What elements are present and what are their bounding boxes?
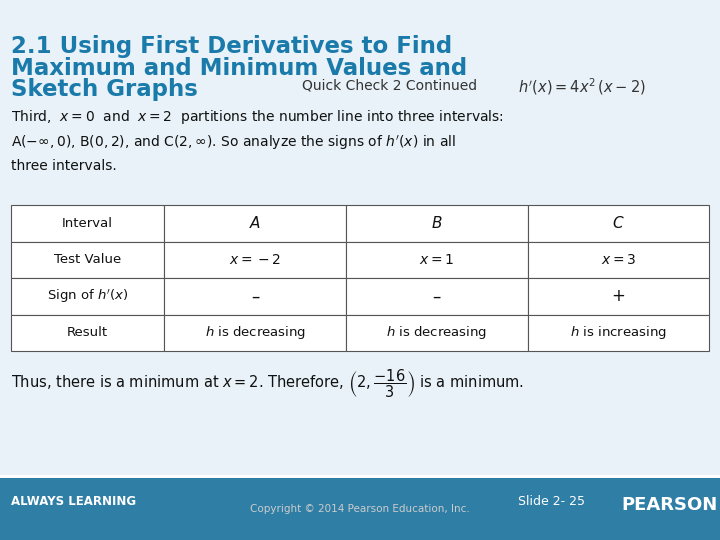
Text: Slide 2- 25: Slide 2- 25 [518,495,585,508]
Text: ALWAYS LEARNING: ALWAYS LEARNING [11,495,136,508]
Text: Sign of $h'(x)$: Sign of $h'(x)$ [47,288,128,305]
Text: $h$ is decreasing: $h$ is decreasing [386,325,487,341]
Text: Maximum and Minimum Values and: Maximum and Minimum Values and [11,57,467,80]
Text: $h$ is decreasing: $h$ is decreasing [204,325,306,341]
Text: +: + [611,287,626,305]
Text: A$(-\infty, 0)$, B$(0, 2)$, and C$(2, \infty)$. So analyze the signs of $h'(x)$ : A$(-\infty, 0)$, B$(0, 2)$, and C$(2, \i… [11,134,456,152]
Text: Result: Result [67,326,108,339]
Text: PEARSON: PEARSON [621,496,718,514]
Text: Sketch Graphs: Sketch Graphs [11,78,198,102]
Text: three intervals.: three intervals. [11,159,117,173]
Text: $x = 3$: $x = 3$ [600,253,636,267]
Text: –: – [251,287,259,305]
Text: $h'(x) = 4x^2\,(x-2)$: $h'(x) = 4x^2\,(x-2)$ [518,77,646,97]
Text: $C$: $C$ [612,215,625,232]
Text: Test Value: Test Value [54,253,121,266]
Text: Copyright © 2014 Pearson Education, Inc.: Copyright © 2014 Pearson Education, Inc. [250,504,470,514]
Text: $A$: $A$ [249,215,261,232]
Text: $B$: $B$ [431,215,443,232]
Text: –: – [433,287,441,305]
Text: Interval: Interval [62,217,113,230]
Text: $x = 1$: $x = 1$ [419,253,454,267]
Text: $h$ is increasing: $h$ is increasing [570,325,667,341]
Text: 2.1 Using First Derivatives to Find: 2.1 Using First Derivatives to Find [11,35,452,58]
Text: Quick Check 2 Continued: Quick Check 2 Continued [302,79,477,93]
Text: $x = -2$: $x = -2$ [229,253,282,267]
Text: Third,  $x = 0$  and  $x = 2$  partitions the number line into three intervals:: Third, $x = 0$ and $x = 2$ partitions th… [11,108,503,126]
Text: Thus, there is a minimum at $x = 2$. Therefore, $\left(2, \dfrac{-16}{3}\right)$: Thus, there is a minimum at $x = 2$. The… [11,367,524,400]
